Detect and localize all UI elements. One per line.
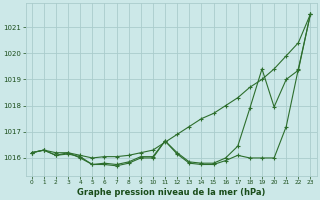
- X-axis label: Graphe pression niveau de la mer (hPa): Graphe pression niveau de la mer (hPa): [77, 188, 265, 197]
